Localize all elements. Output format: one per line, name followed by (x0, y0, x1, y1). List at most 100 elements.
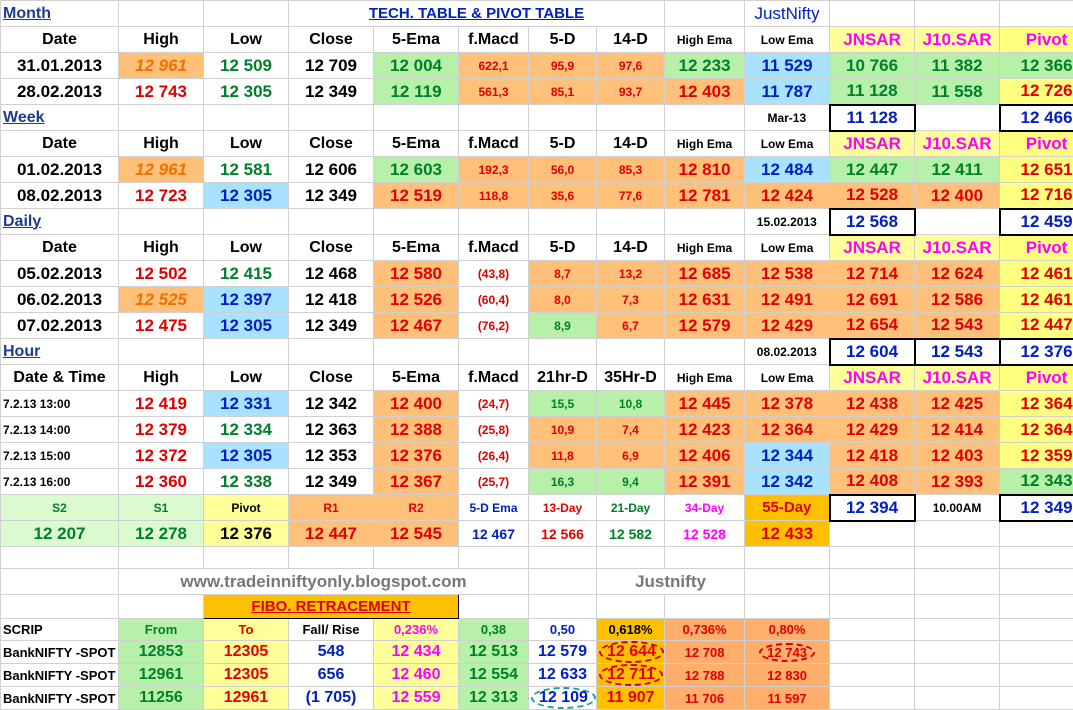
cell-fmacd: (76,2) (459, 313, 529, 339)
cell-date: 07.02.2013 (1, 313, 119, 339)
cell-14d: 9,4 (597, 469, 665, 495)
level-label: S2 (1, 495, 119, 521)
cell-5d: 85,1 (529, 79, 597, 105)
cell-jnsar: 12 447 (830, 157, 915, 183)
level-value: 12 467 (459, 521, 529, 547)
col-5d: 5-D (529, 27, 597, 53)
cell-high: 12 723 (119, 183, 204, 209)
cell-14d: 85,3 (597, 157, 665, 183)
spacer (597, 209, 665, 235)
cell-high: 12 502 (119, 261, 204, 287)
cell-fmacd: 192,3 (459, 157, 529, 183)
cell-j10sar: 12 624 (915, 261, 1000, 287)
cell-5d: 8,9 (529, 313, 597, 339)
cell-date: 7.2.13 14:00 (1, 417, 119, 443)
cell-j10sar: 12 393 (915, 469, 1000, 495)
col-fmacd: f.Macd (459, 131, 529, 157)
fibo-cell: 12 579 (529, 641, 597, 664)
spacer (830, 595, 915, 619)
cell-high: 12 525 (119, 287, 204, 313)
cell-pivot: 12 364 (1000, 391, 1073, 417)
spacer (1000, 641, 1073, 664)
cell-date: 28.02.2013 (1, 79, 119, 105)
cell-low-ema: 12 484 (745, 157, 830, 183)
level-value: 12 376 (204, 521, 289, 547)
spacer (289, 105, 374, 131)
spacer (665, 1, 745, 27)
cell-close: 12 349 (289, 313, 374, 339)
spacer (289, 209, 374, 235)
col-high-ema: High Ema (665, 365, 745, 391)
level-label: R1 (289, 495, 374, 521)
next-period: Mar-13 (745, 105, 830, 131)
fibo-cell: 12 644 (597, 641, 665, 664)
table-row (1, 547, 1073, 569)
col-high-ema: High Ema (665, 27, 745, 53)
brand-label: JustNifty (745, 1, 830, 27)
cell-5d: 10,9 (529, 417, 597, 443)
cell-j10sar: 12 403 (915, 443, 1000, 469)
cell-low-ema: 12 342 (745, 469, 830, 495)
col-low-ema: Low Ema (745, 131, 830, 157)
cell-14d: 7,3 (597, 287, 665, 313)
cell-fmacd: 118,8 (459, 183, 529, 209)
spacer (915, 105, 1000, 131)
website-link[interactable]: www.tradeinniftyonly.blogspot.com (119, 569, 529, 595)
col-high: High (119, 27, 204, 53)
cell-5ema: 12 400 (374, 391, 459, 417)
cell-high-ema: 12 781 (665, 183, 745, 209)
col-14d: 14-D (597, 131, 665, 157)
spacer (119, 595, 204, 619)
cell-pivot: 12 366 (1000, 53, 1073, 79)
cell-5ema: 12 519 (374, 183, 459, 209)
col-5ema: 5-Ema (374, 235, 459, 261)
cell-5d: 8,0 (529, 287, 597, 313)
cell-close: 12 606 (289, 157, 374, 183)
fibo-cell: 12 559 (374, 687, 459, 710)
spacer (830, 547, 915, 569)
section-hour: Hour (1, 339, 119, 365)
cell-date: 01.02.2013 (1, 157, 119, 183)
level-value: 12 566 (529, 521, 597, 547)
spacer (745, 547, 830, 569)
cell-fmacd: (26,4) (459, 443, 529, 469)
col-5d: 21hr-D (529, 365, 597, 391)
spacer (374, 209, 459, 235)
cell-14d: 93,7 (597, 79, 665, 105)
col-jnsar: JNSAR (830, 235, 915, 261)
col-5ema: 5-Ema (374, 27, 459, 53)
spacer (289, 339, 374, 365)
col-5ema: 5-Ema (374, 131, 459, 157)
highlight-oval: 12 644 (599, 641, 664, 663)
spacer (1000, 664, 1073, 687)
cell-high-ema: 12 423 (665, 417, 745, 443)
cell-pivot: 12 364 (1000, 417, 1073, 443)
spacer (529, 339, 597, 365)
next-pivot: 12 376 (1000, 339, 1073, 365)
next-period: 08.02.2013 (745, 339, 830, 365)
level-value: 12 433 (745, 521, 830, 547)
spacer (745, 595, 830, 619)
cell-high-ema: 12 406 (665, 443, 745, 469)
fibo-header: 0,38 (459, 619, 529, 641)
col-high: High (119, 365, 204, 391)
spacer (665, 547, 745, 569)
spacer (665, 595, 745, 619)
level-label: 34-Day (665, 495, 745, 521)
col-low: Low (204, 365, 289, 391)
spacer (830, 1, 915, 27)
cell-pivot: 12 461 (1000, 287, 1073, 313)
fibo-header: Fall/ Rise (289, 619, 374, 641)
level-value: 12 447 (289, 521, 374, 547)
col-pivot: Pivot (1000, 235, 1073, 261)
col-14d: 14-D (597, 27, 665, 53)
cell-5d: 8,7 (529, 261, 597, 287)
cell-low: 12 581 (204, 157, 289, 183)
